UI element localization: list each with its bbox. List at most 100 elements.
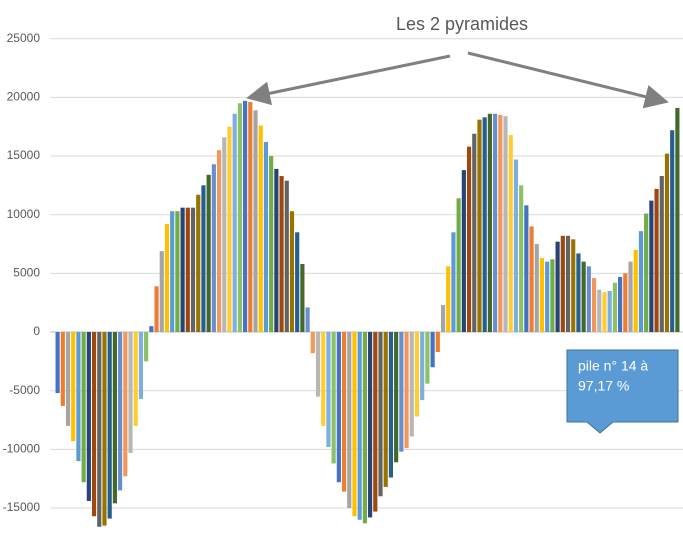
bar [675, 107, 680, 333]
bar [326, 332, 331, 448]
bar [545, 261, 550, 333]
bar [258, 125, 263, 333]
bar [196, 194, 201, 333]
y-tick-label: -5000 [9, 383, 40, 397]
bars [55, 100, 680, 527]
chart-title: Les 2 pyramides [396, 14, 528, 34]
bar [388, 332, 394, 478]
bar [263, 141, 269, 333]
bar [253, 110, 258, 333]
bar [649, 200, 654, 333]
bar [71, 332, 76, 442]
y-tick-label: 20000 [7, 90, 41, 104]
bar [368, 332, 373, 518]
bar [336, 332, 341, 483]
bar [461, 170, 466, 333]
bar [524, 205, 529, 333]
bar [493, 113, 498, 333]
bar [123, 332, 128, 477]
bar [295, 232, 300, 333]
y-tick-label: 5000 [13, 266, 40, 280]
bar [581, 261, 586, 333]
bar [664, 153, 670, 333]
bar [243, 100, 248, 333]
bar [237, 103, 242, 333]
bar [310, 332, 315, 354]
bar [107, 332, 112, 519]
bar [591, 278, 597, 333]
bar [175, 211, 180, 333]
bar [347, 332, 352, 509]
bar [284, 180, 289, 333]
bar [597, 289, 602, 333]
bar [305, 307, 310, 333]
bar [472, 133, 477, 333]
arrow [467, 51, 669, 109]
y-tick-label: 15000 [7, 148, 41, 162]
bar [638, 231, 644, 333]
bar [534, 244, 539, 333]
bar [571, 239, 576, 333]
bar [435, 332, 440, 352]
bar [76, 332, 81, 462]
bar [279, 175, 284, 333]
bar [164, 224, 170, 333]
bar [55, 332, 60, 394]
bar [300, 263, 305, 333]
bar [482, 117, 487, 333]
bar [644, 213, 649, 333]
bar [232, 113, 237, 333]
bar [341, 332, 347, 492]
bar [550, 259, 555, 333]
y-tick-label: 25000 [7, 31, 41, 45]
bar [81, 332, 86, 483]
bar [399, 332, 404, 452]
bar [378, 332, 383, 497]
bar [618, 276, 623, 333]
bar [315, 332, 321, 397]
bar [623, 273, 628, 333]
bar [451, 232, 456, 333]
bar [227, 126, 232, 333]
bar [102, 332, 107, 526]
bar [274, 168, 279, 333]
bar [269, 156, 274, 333]
bar [529, 226, 534, 333]
bar [321, 332, 326, 426]
bar [201, 185, 206, 333]
bar [112, 332, 117, 504]
bar [519, 185, 524, 333]
bar [352, 332, 357, 517]
bar [586, 266, 591, 333]
bar [373, 332, 378, 512]
arrow [246, 54, 451, 106]
bar [420, 332, 425, 401]
bar [248, 102, 253, 333]
bar [216, 150, 222, 333]
bar [362, 332, 367, 524]
bar [128, 332, 133, 453]
bar [446, 266, 451, 333]
bar [91, 332, 97, 517]
bar [190, 207, 196, 333]
bar [144, 332, 149, 362]
bar [97, 332, 102, 527]
y-tick-label: 0 [33, 324, 40, 338]
bar [149, 326, 154, 333]
bar [154, 286, 159, 333]
bar [477, 119, 482, 333]
bar [60, 332, 65, 406]
bar [612, 282, 617, 333]
bar [65, 332, 71, 426]
bar [138, 332, 144, 399]
bar [170, 211, 175, 333]
bar [133, 332, 138, 426]
bar [607, 290, 612, 333]
y-tick-label: -10000 [3, 442, 41, 456]
y-tick-label: -15000 [3, 500, 41, 514]
bar [222, 137, 227, 333]
bar [425, 332, 430, 384]
bar [185, 207, 190, 333]
bar [539, 258, 545, 333]
